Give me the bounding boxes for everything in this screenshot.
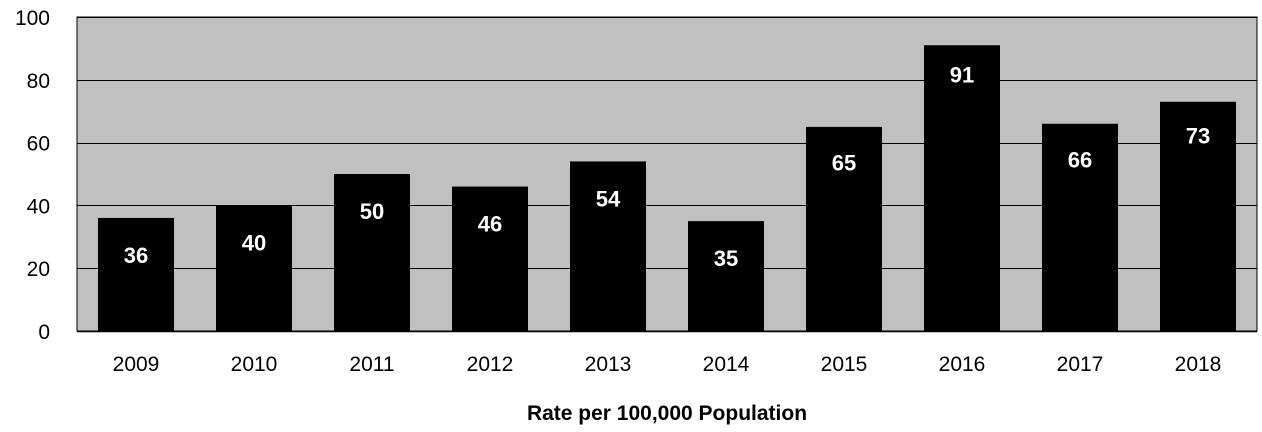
- y-tick-label: 0: [38, 321, 50, 344]
- y-tick-label: 80: [27, 70, 50, 93]
- data-labels: 36 40 50 46 54 35 65 91 66 73: [124, 63, 1210, 272]
- x-tick-label-2018: 2018: [1175, 353, 1222, 376]
- bar-2010: [216, 205, 292, 331]
- bar-2018: [1160, 101, 1236, 331]
- data-label-2016: 91: [950, 63, 974, 88]
- x-tick-label-2011: 2011: [349, 353, 394, 376]
- x-tick-label-2017: 2017: [1057, 353, 1104, 376]
- x-axis-title: Rate per 100,000 Population: [527, 402, 807, 425]
- bar-2011: [334, 174, 410, 331]
- bar-2012: [452, 186, 528, 331]
- data-label-2010: 40: [242, 230, 266, 255]
- bars: [98, 45, 1236, 332]
- bar-2014: [688, 221, 764, 331]
- data-label-2015: 65: [832, 151, 856, 176]
- bar-2016: [924, 45, 1000, 331]
- data-label-2017: 66: [1068, 147, 1092, 172]
- x-tick-label-2010: 2010: [231, 353, 278, 376]
- x-tick-label-2015: 2015: [821, 353, 868, 376]
- x-tick-label-2009: 2009: [113, 353, 160, 376]
- y-tick-label: 40: [27, 195, 50, 218]
- x-tick-label-2014: 2014: [703, 353, 750, 376]
- bar-2013: [570, 161, 646, 331]
- x-tick-label-2016: 2016: [939, 353, 986, 376]
- y-tick-label: 20: [27, 258, 50, 281]
- bar-2009: [98, 217, 174, 331]
- data-label-2012: 46: [478, 212, 502, 237]
- bar-2017: [1042, 123, 1118, 331]
- x-axis-tick-labels: 2009 2010 2011 2012 2013 2014 2015 2016 2017 2018: [113, 353, 1222, 376]
- y-tick-label: 100: [15, 7, 50, 30]
- y-axis-tick-labels: 0 20 40 60 80 100: [15, 7, 50, 344]
- x-tick-label-2012: 2012: [467, 353, 514, 376]
- x-tick-label-2013: 2013: [585, 353, 632, 376]
- data-label-2009: 36: [124, 243, 148, 268]
- data-label-2013: 54: [596, 186, 621, 211]
- bar-2015: [806, 126, 882, 332]
- data-label-2018: 73: [1186, 124, 1210, 149]
- data-label-2011: 50: [360, 199, 384, 224]
- data-label-2014: 35: [714, 246, 738, 271]
- y-tick-label: 60: [27, 133, 50, 156]
